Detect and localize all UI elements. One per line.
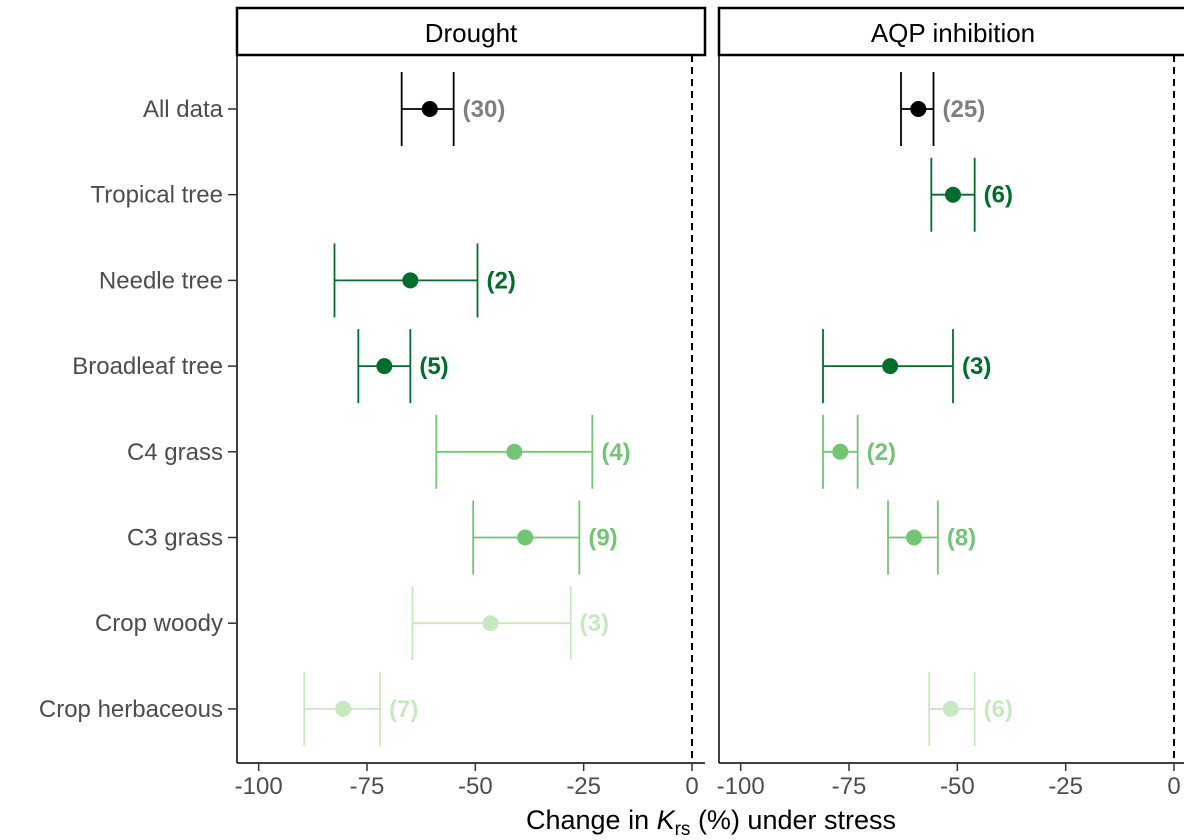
mean-point xyxy=(517,529,534,546)
x-tick-label: -25 xyxy=(1048,773,1083,800)
x-tick-label: 0 xyxy=(685,773,698,800)
sample-size-label: (3) xyxy=(962,353,991,380)
x-tick-label: 0 xyxy=(1167,773,1180,800)
facet-strip xyxy=(717,6,1184,57)
mean-point xyxy=(882,358,899,375)
mean-point xyxy=(906,529,922,546)
category-label: Crop herbaceous xyxy=(39,696,223,723)
facet-title: AQP inhibition xyxy=(871,18,1035,48)
sample-size-label: (4) xyxy=(601,439,630,466)
sample-size-label: (2) xyxy=(487,267,516,294)
category-label: C3 grass xyxy=(127,525,223,552)
mean-point xyxy=(832,443,849,460)
x-tick-label: -75 xyxy=(832,773,867,800)
x-tick-label: -100 xyxy=(717,773,765,800)
mean-point xyxy=(376,358,393,375)
mean-point xyxy=(506,443,523,460)
x-tick-label: -50 xyxy=(940,773,975,800)
category-label: C4 grass xyxy=(127,439,223,466)
facet-title: Drought xyxy=(425,18,518,48)
category-label: Tropical tree xyxy=(91,182,224,209)
x-axis-title: Change in Krs (%) under stress xyxy=(526,805,896,840)
mean-point xyxy=(945,186,961,203)
sample-size-label: (9) xyxy=(588,525,617,552)
category-label: Broadleaf tree xyxy=(72,353,223,380)
category-label: Needle tree xyxy=(99,267,223,294)
category-label: All data xyxy=(143,96,224,123)
mean-point xyxy=(482,615,499,632)
sample-size-label: (5) xyxy=(419,353,448,380)
sample-size-label: (2) xyxy=(867,439,896,466)
mean-point xyxy=(421,101,438,117)
sample-size-label: (7) xyxy=(389,696,418,723)
mean-point xyxy=(942,700,959,717)
facet-strip xyxy=(235,6,707,57)
x-tick-label: -25 xyxy=(566,773,601,800)
sample-size-label: (30) xyxy=(463,96,506,123)
mean-point xyxy=(402,272,419,289)
x-tick-label: -50 xyxy=(458,773,493,800)
x-tick-label: -100 xyxy=(235,773,283,800)
sample-size-label: (6) xyxy=(984,696,1013,723)
sample-size-label: (25) xyxy=(943,96,986,123)
sample-size-label: (3) xyxy=(580,610,609,637)
x-tick-label: -75 xyxy=(350,773,385,800)
mean-point xyxy=(910,101,927,117)
category-label: Crop woody xyxy=(95,610,223,637)
mean-point xyxy=(335,700,352,717)
sample-size-label: (6) xyxy=(984,182,1013,209)
sample-size-label: (8) xyxy=(947,525,976,552)
